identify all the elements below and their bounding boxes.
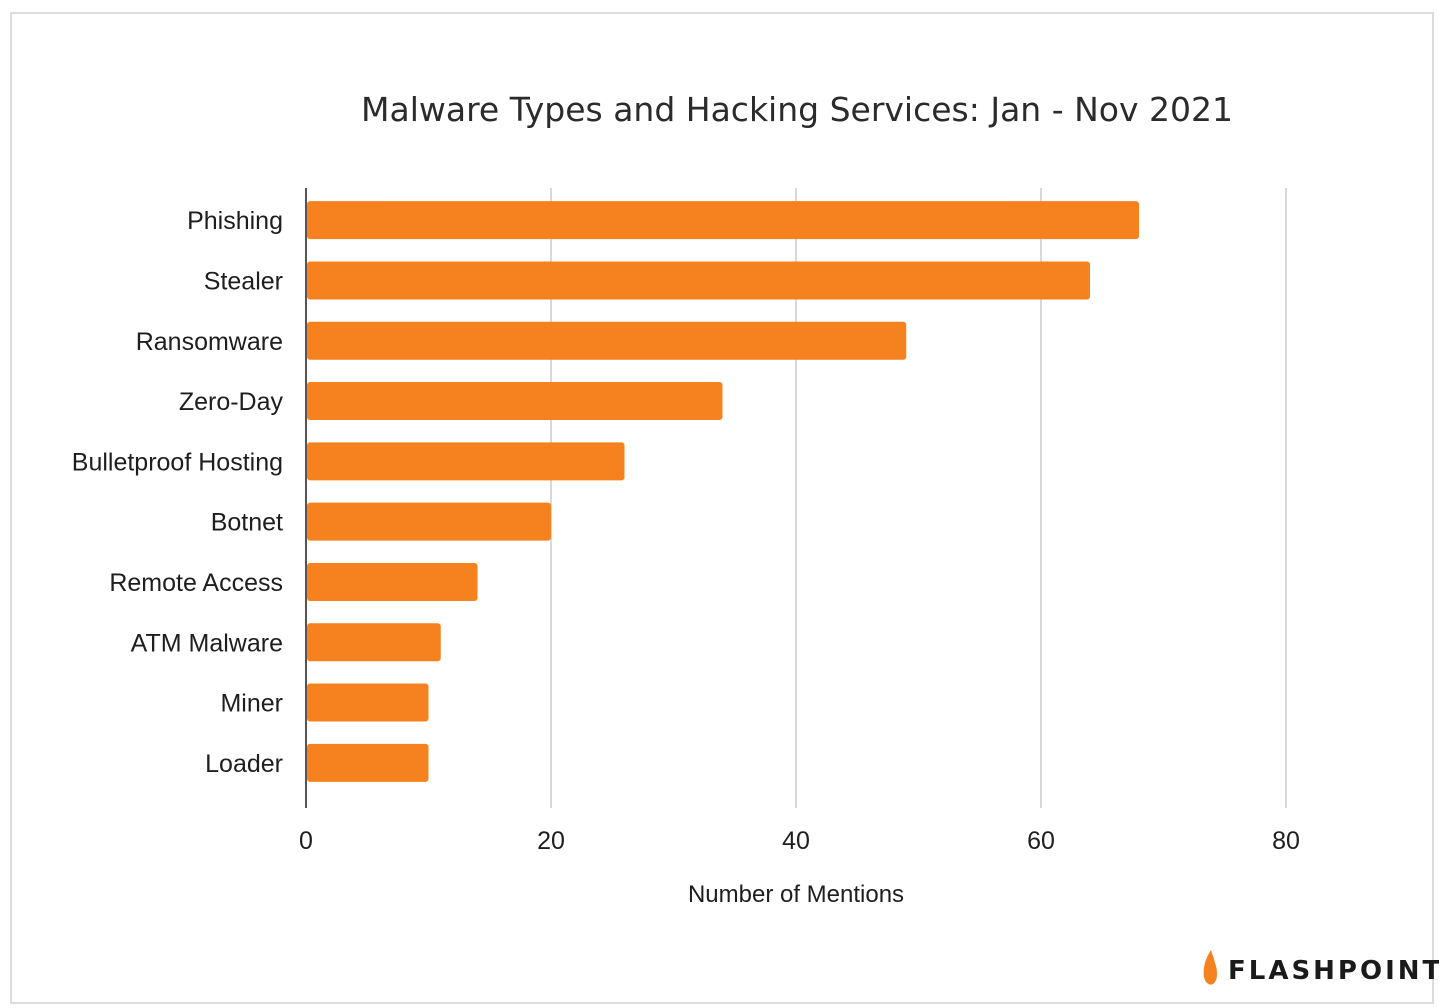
bar xyxy=(307,562,478,601)
x-tick-label: 20 xyxy=(537,827,565,855)
bar xyxy=(307,201,1139,240)
bar xyxy=(307,502,551,541)
category-label: Phishing xyxy=(187,207,283,235)
bars xyxy=(307,201,1139,782)
chart-title: Malware Types and Hacking Services: Jan … xyxy=(361,90,1233,129)
category-label: Botnet xyxy=(211,509,283,537)
category-label: Zero-Day xyxy=(179,388,284,416)
bar xyxy=(307,743,429,782)
category-label: Ransomware xyxy=(136,328,283,356)
chart-frame xyxy=(10,12,1434,1004)
x-tick-label: 0 xyxy=(299,827,313,855)
brand-logo: FLASHPOINT xyxy=(1203,950,1439,986)
x-tick-label: 80 xyxy=(1272,827,1300,855)
x-tick-label: 60 xyxy=(1027,827,1055,855)
category-label: Stealer xyxy=(204,267,283,295)
category-label: Loader xyxy=(205,750,283,778)
category-labels: Phishing Stealer Ransomware Zero-Day Bulletp… xyxy=(72,207,284,778)
x-axis-title: Number of Mentions xyxy=(688,881,904,908)
bar xyxy=(307,442,625,481)
category-label: Bulletproof Hosting xyxy=(72,448,283,476)
x-tick-label: 40 xyxy=(782,827,810,855)
category-label: Remote Access xyxy=(109,569,283,597)
tick-labels: 0 20 40 60 80 xyxy=(299,827,1300,855)
brand-name: FLASHPOINT xyxy=(1228,956,1439,986)
flame-icon xyxy=(1203,950,1218,985)
category-label: ATM Malware xyxy=(131,629,283,657)
bar xyxy=(307,321,907,360)
bar xyxy=(307,623,441,662)
bar xyxy=(307,683,429,722)
bar xyxy=(307,261,1090,300)
bar xyxy=(307,382,723,421)
category-label: Miner xyxy=(220,690,283,718)
